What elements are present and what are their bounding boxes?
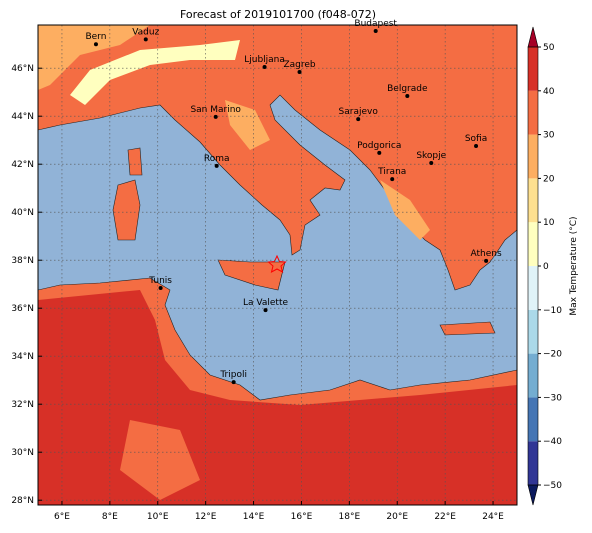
colorbar-label: Max Temperature (°C) (569, 216, 579, 315)
colorbar-tick-label: −20 (543, 350, 562, 360)
colorbar-segment (528, 90, 538, 135)
x-tick-label: 20°E (386, 512, 408, 522)
x-tick-label: 16°E (291, 512, 313, 522)
city-marker (231, 380, 236, 385)
city-marker (93, 42, 98, 47)
y-tick-label: 38°N (11, 256, 34, 266)
map-frame (37, 24, 518, 506)
colorbar-segment (528, 47, 538, 91)
x-tick-label: 14°E (243, 512, 265, 522)
city-marker (390, 177, 395, 182)
city-label: San Marino (190, 105, 241, 115)
warm-patch (38, 25, 150, 90)
city-marker (213, 114, 218, 119)
x-tick-label: 6°E (54, 512, 70, 522)
graticule (38, 25, 517, 505)
y-tick-label: 28°N (11, 496, 34, 506)
warm-patch (120, 420, 200, 500)
y-tick-label: 42°N (11, 160, 34, 170)
colorbar-segment (528, 353, 538, 398)
x-tick-label: 18°E (339, 512, 361, 522)
city-marker (214, 163, 219, 168)
city-marker (263, 308, 268, 313)
colorbar-over (527, 26, 539, 48)
colorbar-segment (528, 222, 538, 266)
city-marker (474, 143, 479, 148)
city-label: Ljubljana (244, 55, 285, 65)
colorbar-segment (528, 266, 538, 310)
city-label: Tripoli (219, 370, 247, 380)
city-label: Bern (85, 32, 106, 42)
y-tick-label: 36°N (11, 304, 34, 314)
corsica (127, 147, 143, 176)
city-label: Sofia (465, 134, 487, 144)
colorbar-segment (528, 441, 538, 485)
city-marker (484, 258, 489, 263)
map-area (38, 25, 517, 505)
title: Forecast of 2019101700 (f048-072) (180, 8, 376, 21)
colorbar-tick-label: −10 (543, 306, 562, 316)
colorbar-segment (528, 134, 538, 179)
y-tick-label: 30°N (11, 448, 34, 458)
city-marker (158, 286, 163, 291)
city-label: Tunis (148, 276, 172, 286)
colorbar-tick-label: −50 (543, 481, 562, 491)
city-marker (297, 70, 302, 75)
city-label: Athens (471, 249, 502, 259)
colorbar-tick-label: 10 (543, 218, 555, 228)
x-tick-label: 12°E (195, 512, 217, 522)
colorbar-tick-label: 0 (543, 262, 549, 272)
city-label: Zagreb (283, 60, 315, 70)
star-marker (267, 254, 287, 273)
alps-patch (70, 40, 240, 105)
colorbar-tick-label: 40 (543, 87, 555, 97)
city-marker (143, 37, 148, 42)
y-tick-label: 46°N (11, 64, 34, 74)
x-tick-label: 10°E (147, 512, 169, 522)
city-marker (377, 150, 382, 155)
colorbar-under (527, 484, 539, 506)
city-label: Tirana (377, 167, 406, 177)
y-tick-label: 40°N (11, 208, 34, 218)
x-tick-label: 24°E (482, 512, 504, 522)
colorbar-segment (528, 309, 538, 354)
colorbar-tick-label: −40 (543, 437, 562, 447)
city-label: La Valette (243, 298, 288, 308)
city-label: Budapest (354, 19, 397, 29)
colorbar-tick-label: 50 (543, 43, 555, 53)
colorbar-tick-label: 20 (543, 174, 555, 184)
x-tick-label: 8°E (102, 512, 118, 522)
city-marker (405, 94, 410, 99)
colorbar-segment (528, 397, 538, 442)
city-label: Sarajevo (339, 107, 379, 117)
city-marker (262, 65, 267, 69)
city-label: Vaduz (132, 27, 159, 37)
crete (439, 321, 496, 336)
y-tick-label: 44°N (11, 112, 34, 122)
city-marker (429, 161, 434, 165)
colorbar-tick-label: 30 (543, 131, 555, 141)
colorbar-tick-label: −30 (543, 393, 562, 403)
warm-patch (380, 180, 430, 240)
city-label: Belgrade (387, 84, 428, 94)
sicily (217, 259, 286, 291)
city-label: Skopje (416, 151, 446, 161)
sardinia (112, 179, 141, 241)
y-tick-label: 34°N (11, 352, 34, 362)
y-tick-label: 32°N (11, 400, 34, 410)
colorbar-segment (528, 178, 538, 223)
x-tick-label: 22°E (434, 512, 456, 522)
land-north (38, 25, 517, 291)
warm-patch (225, 100, 270, 150)
city-label: Roma (204, 154, 230, 164)
city-marker (356, 117, 361, 122)
city-label: Podgorica (357, 141, 401, 151)
city-marker (373, 29, 378, 33)
